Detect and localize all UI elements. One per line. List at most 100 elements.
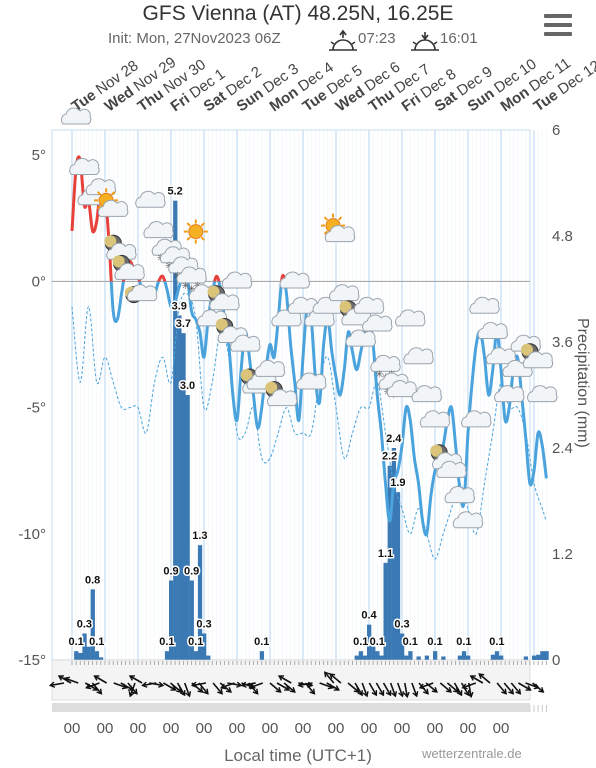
wind-arrow [478,673,491,684]
precip-value-label: 0.1 [68,636,83,648]
wind-arrow [439,682,452,693]
wind-arrow-head [63,676,71,683]
wind-arrow-head [277,675,285,681]
wind-arrow-head [190,681,198,688]
precip-value-label: 1.1 [378,548,393,560]
wind-arrow-head [456,690,463,697]
wind-arrow [64,677,79,684]
wind-arrow-head [403,691,410,699]
x-tick-label: 00 [130,720,147,737]
cloud-shape [69,157,100,175]
wind-arrow [227,682,242,687]
wind-arrow-head [289,687,296,693]
wind-arrow-head [501,688,507,695]
precip-bar [206,655,211,660]
wind-arrow [329,673,342,684]
wind-arrow [283,682,296,693]
x-tick-label: 00 [460,720,477,737]
precip-value-label: 2.4 [386,433,402,445]
wind-arrow [460,682,470,696]
precip-bar [490,654,496,660]
precip-value-label: 0.4 [361,610,377,622]
wind-arrow [462,682,477,689]
wind-arrow-head [309,688,316,695]
precip-value-label: 0.1 [403,636,418,648]
sun-ray [200,236,205,241]
partly-moon-icon [265,381,298,407]
wind-arrow [470,675,484,684]
wind-arrow-head [170,685,177,691]
precip-bar [86,646,91,660]
wind-arrow [510,682,521,695]
wind-arrow [269,682,282,693]
precip-value-label: 0.1 [89,636,104,648]
cloud-shape [485,347,517,365]
wind-arrow [375,682,385,696]
precip-bar [90,589,95,660]
wind-arrow [396,682,404,697]
wind-arrow-head [362,691,369,698]
wind-arrow [324,671,335,684]
wind-arrow [212,682,223,695]
precip-value-label: 3.7 [176,318,191,330]
wind-arrow-head [252,688,259,695]
x-tick-label: 00 [361,720,378,737]
wind-arrow [389,682,397,697]
precip-value-label: 0.1 [159,636,174,648]
sun-ray [186,236,191,241]
cloud-icon [135,190,166,208]
wind-arrow [298,682,313,687]
precip-value-label: 3.0 [180,380,195,392]
temp-tick-label: -5° [27,400,46,417]
cloud-icon [452,511,484,529]
precip-value-label: 0.1 [489,636,504,648]
precip-bar [383,562,388,660]
cloud-icon [345,329,376,347]
partly-moon-icon [112,254,145,280]
precip-bar [461,651,467,660]
precip-value-label: 0.9 [184,566,199,578]
wind-arrow-head [128,691,135,698]
cloud-shape [395,309,426,327]
wind-arrow-head [412,691,419,698]
temp-tick-label: -10° [18,526,46,543]
cloud-icon [362,314,393,332]
cloud-shape [353,296,385,314]
cloud-icon [254,359,286,377]
wind-arrow [503,682,514,695]
sun-ray [323,230,329,235]
cloud-shape [209,293,240,311]
wind-arrow [278,675,292,684]
wind-arrow [404,682,409,697]
precip-bar [387,465,392,660]
wind-arrow-head [431,687,438,693]
wind-arrow [129,675,143,684]
precip-value-label: 0.1 [353,636,368,648]
wind-arrow-head [225,687,232,693]
partly-moon-icon [521,343,554,369]
init-time: Init: Mon, 27Nov2023 06Z [108,30,281,47]
cloud-shape [143,221,174,239]
sun-ray [323,216,329,221]
precip-bar [193,651,199,660]
wind-arrow-head [202,688,209,695]
wind-arrow [326,682,340,691]
sunset-time: 16:01 [440,30,478,47]
cloud-icon [296,372,327,390]
wind-arrow [354,682,363,696]
x-tick-label: 00 [328,720,345,737]
x-tick-label: 00 [64,720,81,737]
wind-arrow [176,682,186,696]
cloud-shape [324,225,356,243]
x-tick-label: 00 [97,720,114,737]
cloud-icon [353,296,385,314]
precip-bar [441,656,446,660]
wind-arrow [382,682,392,696]
cloud-shape [477,322,508,340]
wind-arrow [518,682,531,691]
wind-arrow [86,682,100,689]
wind-arrow-head [96,688,103,695]
hamburger-menu-button[interactable] [544,14,572,36]
precip-bar [177,315,182,660]
wind-arrow-head [391,691,398,698]
